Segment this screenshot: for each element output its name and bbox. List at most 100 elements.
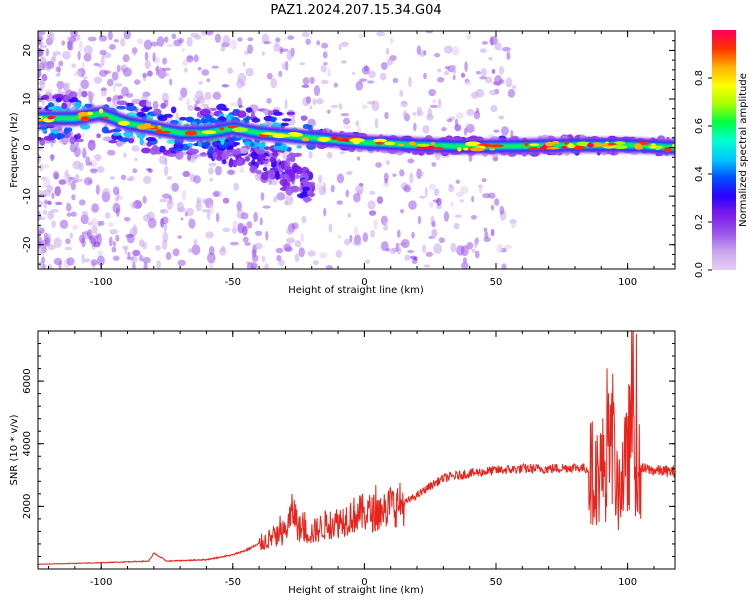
spectral-speckle [302,77,310,85]
spectral-core [232,127,249,133]
spectral-speckle [70,31,78,38]
spectral-speckle [501,46,511,52]
spectral-branch-blob [275,170,280,180]
spectral-blob [264,108,269,116]
spectral-speckle [122,67,132,77]
spectral-speckle [358,33,364,39]
spectral-speckle [215,212,220,223]
spectral-core [524,141,529,147]
spectral-speckle [130,201,137,209]
spectral-speckle [237,73,247,84]
spectral-speckle [428,88,436,97]
spectral-speckle [66,40,72,51]
spectral-speckle [493,129,500,133]
spectral-core [301,137,310,142]
spectral-branch-blob [267,169,275,179]
spectral-speckle [448,185,455,193]
spectral-speckle [112,186,120,195]
spectral-speckle [99,49,107,56]
spectral-speckle [206,78,211,83]
spectral-blob [136,111,146,118]
spectral-speckle [392,77,399,84]
spectral-speckle [188,248,193,253]
spectral-speckle [450,201,454,207]
spectral-speckle [70,211,77,217]
spectral-core [469,147,485,152]
spectral-blob [166,139,176,144]
spectral-speckle [359,78,368,82]
spectral-core [118,120,130,126]
spectral-blob [225,114,235,118]
spectral-blob [160,102,167,109]
spectral-blob [145,136,157,142]
spectral-speckle [212,93,220,99]
spectral-core [551,140,560,145]
spectral-speckle [102,188,111,199]
spectral-speckle [364,65,369,72]
spectral-speckle [128,175,135,182]
spectral-speckle [171,182,179,192]
spectral-speckle [431,220,436,228]
spectral-speckle [39,56,47,66]
spectral-core [98,108,104,114]
spectral-speckle [144,59,151,70]
spectral-branch-blob [280,160,285,170]
spectral-speckle [473,238,478,249]
spectral-speckle [83,52,92,62]
spectral-blob [270,116,278,121]
spectral-speckle [466,241,474,250]
spectral-speckle [353,192,361,203]
spectral-blob [59,139,70,144]
spectral-branch-blob [280,174,286,179]
spectral-speckle [276,254,282,262]
spectral-speckle [100,220,105,226]
spectral-speckle [156,36,165,47]
spectral-speckle [66,202,71,211]
colorbar-tick-label: 0.8 [694,70,705,86]
spectral-speckle [58,179,67,185]
spectral-speckle [136,38,144,45]
spectral-speckle [166,175,173,180]
spectral-speckle [81,253,85,264]
spectral-speckle [453,222,460,230]
spectral-core [201,130,217,135]
spectral-speckle [115,234,120,242]
spectral-speckle [460,72,466,78]
spectral-speckle [424,186,428,198]
spectral-speckle [431,162,437,167]
spectral-speckle [464,80,472,86]
spectral-branch-blob [285,185,294,196]
spectral-speckle [171,33,177,40]
spectral-speckle [73,71,83,77]
spectral-speckle [239,166,245,174]
spectral-speckle [425,251,434,257]
spectral-speckle [490,104,498,113]
spectral-speckle [404,254,411,261]
spectral-speckle [143,262,148,269]
spectral-speckle [255,242,263,250]
spectral-blob [41,126,48,130]
spectral-speckle [389,247,397,255]
spectral-core [155,129,163,134]
spectral-speckle [107,31,113,41]
spectral-speckle [152,52,156,62]
spectral-blob [64,94,69,102]
spectral-speckle [181,47,185,53]
spectral-speckle [354,226,359,237]
spectral-core [529,143,540,147]
spectral-speckle [496,244,504,254]
spectral-speckle [260,192,265,201]
spectral-speckle [481,178,487,183]
spectral-speckle [98,35,108,42]
spectral-core [430,141,436,146]
spectral-speckle [55,72,60,77]
spectral-blob [123,131,134,138]
spectral-blob [157,115,168,122]
spectral-speckle [65,238,71,245]
spectral-core [184,130,198,136]
spectral-speckle [107,149,116,156]
spectral-speckle [184,67,188,73]
spectral-speckle [44,89,53,95]
spectral-speckle [222,34,231,46]
spectral-speckle [46,184,54,193]
